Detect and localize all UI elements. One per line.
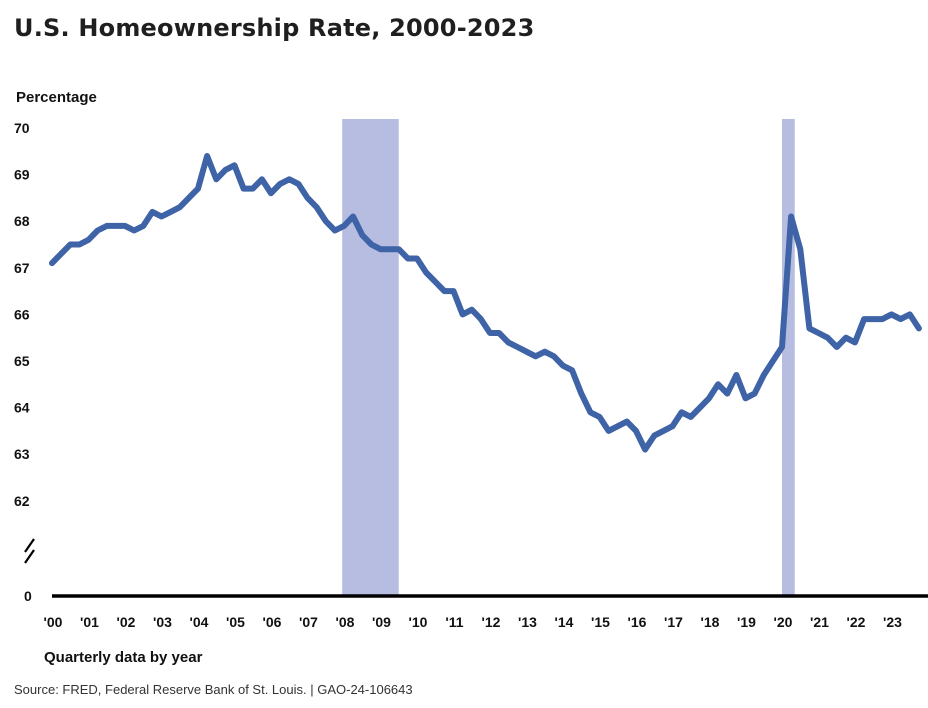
axis-break-mark [24, 538, 35, 564]
y-tick-label-zero: 0 [24, 588, 32, 604]
x-axis-label: Quarterly data by year [44, 649, 203, 666]
x-tick-label: '15 [591, 614, 610, 630]
x-tick-label: '03 [153, 614, 172, 630]
x-tick-label: '10 [409, 614, 428, 630]
x-tick-label: '21 [810, 614, 829, 630]
y-tick-label: 62 [14, 493, 30, 509]
x-tick-label: '16 [628, 614, 647, 630]
x-tick-label: '01 [80, 614, 99, 630]
recession-band-2 [782, 119, 795, 596]
x-tick-label: '20 [774, 614, 793, 630]
y-tick-label: 65 [14, 353, 30, 369]
source-note: Source: FRED, Federal Reserve Bank of St… [14, 682, 413, 697]
x-tick-label: '04 [190, 614, 209, 630]
x-tick-label: '13 [518, 614, 537, 630]
y-tick-label: 66 [14, 306, 30, 322]
x-tick-label: '17 [664, 614, 683, 630]
x-tick-label: '09 [372, 614, 391, 630]
y-tick-label: 63 [14, 446, 30, 462]
x-tick-label: '06 [263, 614, 282, 630]
y-axis-ticks: 70 69 68 67 66 65 64 63 62 0 [14, 120, 32, 604]
x-tick-label: '05 [226, 614, 245, 630]
x-tick-label: '11 [445, 614, 463, 630]
x-tick-label: '18 [701, 614, 720, 630]
x-tick-label: '23 [883, 614, 902, 630]
recession-band-1 [342, 119, 399, 596]
y-tick-label: 67 [14, 260, 30, 276]
y-axis-label: Percentage [16, 89, 97, 106]
y-tick-label: 68 [14, 213, 30, 229]
y-tick-label: 69 [14, 167, 30, 183]
recession-shading-layer [342, 119, 795, 596]
y-tick-label: 70 [14, 120, 30, 136]
x-tick-label: '12 [482, 614, 501, 630]
x-tick-label: '14 [555, 614, 574, 630]
x-tick-label: '19 [737, 614, 756, 630]
x-tick-label: '08 [336, 614, 355, 630]
x-tick-label: '00 [44, 614, 63, 630]
series-line-homeownership [49, 153, 922, 453]
x-axis-ticks: '00 '01 '02 '03 '04 '05 '06 '07 '08 '09 '10 '11 '12 '… [44, 614, 903, 630]
x-tick-label: '22 [847, 614, 866, 630]
chart-title: U.S. Homeownership Rate, 2000-2023 [14, 14, 535, 42]
x-tick-label: '02 [117, 614, 136, 630]
y-tick-label: 64 [14, 400, 30, 416]
x-tick-label: '07 [299, 614, 318, 630]
